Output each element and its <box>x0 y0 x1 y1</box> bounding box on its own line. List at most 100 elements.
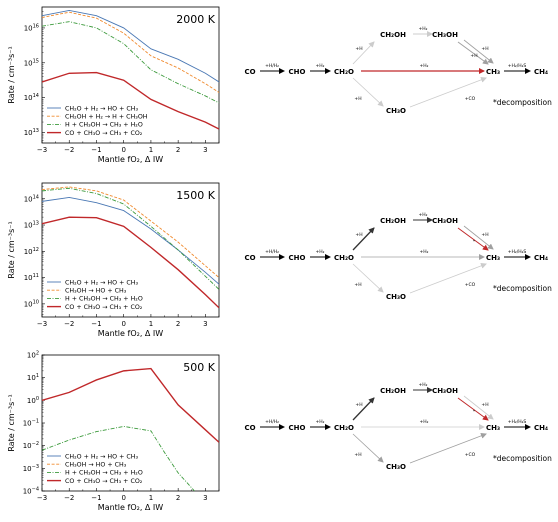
node-ch2o: CH₂O <box>334 254 354 262</box>
temperature-label: 2000 K <box>176 13 215 26</box>
x-tick-label: −3 <box>37 320 47 328</box>
x-tick-label: 1 <box>149 146 153 154</box>
node-ch2o: CH₂O <box>334 424 354 432</box>
arrow-ch3oh-ch3-a <box>457 41 489 65</box>
node-ch3o: CH₃O <box>386 293 406 301</box>
label-ch3o-ch3: +CO <box>465 282 476 288</box>
label-ch3oh-ch3-a: +H <box>481 402 488 408</box>
arrow-ch3o-ch3 <box>409 262 487 294</box>
x-tick-label: 0 <box>121 494 125 502</box>
label-co-cho: +H/H₂ <box>265 249 279 255</box>
node-cho: CHO <box>289 254 306 262</box>
chart-panel-2: −3 −2 −1 0 1 2 3 1010 1011 1012 1013 1014 Mantle fO₂… <box>7 182 220 338</box>
series-line-4 <box>42 216 219 309</box>
y-tick-label: 10−1 <box>23 419 39 428</box>
chart-panel-1: −3 −2 −1 0 1 2 3 1013 1014 1015 1016 Mantle fO₂, Δ … <box>7 6 220 164</box>
label-ch3oh-ch3-b: * <box>473 409 476 415</box>
node-ch3: CH₃ <box>486 254 500 262</box>
node-co: CO <box>244 68 255 76</box>
x-axis-label: Mantle fO₂, Δ IW <box>98 503 163 512</box>
label-ch2o-ch2oh: +H <box>355 46 362 52</box>
label-ch3oh-ch3-a: +H <box>481 232 488 238</box>
node-ch2oh: CH₂OH <box>380 217 406 225</box>
x-tick-label: −2 <box>64 494 74 502</box>
reaction-diagram-1: +H/H₂ +H₂ +H₂/H₂S +H +H₂ +H +H +H₂ +H +CO CO CHO CH₂… <box>244 26 552 115</box>
arrow-ch3oh-ch3-a <box>457 397 489 421</box>
y-tick-label: 1015 <box>24 58 39 67</box>
y-tick-label: 10−4 <box>23 487 39 496</box>
label-cho-ch2o: +H₂ <box>316 249 325 255</box>
label-ch3-ch4: +H₂/H₂S <box>508 419 527 425</box>
x-tick-label: 3 <box>203 146 207 154</box>
reaction-diagram-3: +H/H₂ +H₂ +H₂/H₂S +H +H₂ +H * +H₂ +H +CO CO CHO CH₂O… <box>244 382 552 471</box>
arrow-ch3o-ch3 <box>409 76 487 108</box>
label-ch3-ch4: +H₂/H₂S <box>508 63 527 69</box>
x-tick-label: −1 <box>91 494 101 502</box>
node-ch4: CH₄ <box>534 68 548 76</box>
series-group <box>42 367 219 491</box>
label-ch2o-ch2oh: +H <box>355 232 362 238</box>
arrow-ch2o-ch2oh <box>352 397 375 421</box>
node-ch3: CH₃ <box>486 424 500 432</box>
x-tick-label: 0 <box>121 146 125 154</box>
series-line-4 <box>42 71 219 130</box>
x-tick-label: 3 <box>203 494 207 502</box>
node-ch3oh: CH₃OH <box>432 387 458 395</box>
temperature-label: 500 K <box>183 361 215 374</box>
y-axis-label: Rate / cm⁻³s⁻¹ <box>7 221 16 278</box>
legend-entry-3: H + CH₃OH → CH₃ + H₂O <box>65 296 143 303</box>
y-tick-label: 10−2 <box>23 441 39 450</box>
y-tick-label: 1011 <box>24 273 39 282</box>
label-ch2o-ch3o: +H <box>354 452 361 458</box>
label-ch2oh-ch3oh: +H₂ <box>419 382 428 388</box>
y-tick-label: 102 <box>27 351 39 360</box>
y-tick-label: 1014 <box>24 194 39 203</box>
x-tick-label: 2 <box>176 146 180 154</box>
label-ch2oh-ch3oh: +H₂ <box>419 212 428 218</box>
legend-entry-2: CH₂OH + H₂ → H + CH₃OH <box>65 114 148 121</box>
x-tick-label: −2 <box>64 146 74 154</box>
arrow-ch3oh-ch3-b <box>463 39 494 64</box>
legend-entry-3: H + CH₃OH → CH₃ + H₂O <box>65 470 143 477</box>
x-axis-label: Mantle fO₂, Δ IW <box>98 329 163 338</box>
arrow-ch2o-ch2oh <box>352 227 375 251</box>
x-tick-label: 1 <box>149 320 153 328</box>
x-axis-label: Mantle fO₂, Δ IW <box>98 155 163 164</box>
label-ch2o-ch3o: +H <box>354 96 361 102</box>
label-ch3o-ch3: +CO <box>465 96 476 102</box>
label-ch3o-ch3: +CO <box>465 452 476 458</box>
y-tick-label: 1013 <box>24 221 39 230</box>
legend-entry-4: CO + CH₃O → CH₃ + CO₂ <box>65 130 143 137</box>
arrow-ch2o-ch3o <box>352 77 384 107</box>
legend-entry-4: CO + CH₃O → CH₃ + CO₂ <box>65 304 143 311</box>
x-tick-label: 2 <box>176 320 180 328</box>
x-tick-label: 3 <box>203 320 207 328</box>
label-ch3oh-ch3-b: +H <box>470 53 477 59</box>
node-ch2o: CH₂O <box>334 68 354 76</box>
x-tick-label: −2 <box>64 320 74 328</box>
legend-entry-1: CH₂O + H₂ → HO + CH₃ <box>65 105 139 112</box>
node-ch3: CH₃ <box>486 68 500 76</box>
y-tick-label: 1013 <box>24 128 39 137</box>
node-ch3o: CH₃O <box>386 463 406 471</box>
label-ch2oh-ch3oh: +H₂ <box>419 26 428 32</box>
y-tick-label: 100 <box>27 396 39 405</box>
arrow-ch3oh-ch3-b <box>463 395 494 420</box>
node-co: CO <box>244 254 255 262</box>
y-tick-label: 1010 <box>24 299 39 308</box>
decomposition-note: *decomposition <box>493 98 552 107</box>
y-tick-label: 101 <box>27 373 39 382</box>
series-group <box>42 186 219 309</box>
label-co-cho: +H/H₂ <box>265 419 279 425</box>
label-cho-ch2o: +H₂ <box>316 63 325 69</box>
series-line-3 <box>42 187 219 290</box>
x-tick-label: −3 <box>37 494 47 502</box>
series-line-3 <box>42 425 195 491</box>
arrow-ch3oh-ch3-a <box>457 227 489 251</box>
y-tick-label: 10−3 <box>23 464 39 473</box>
y-tick-label: 1014 <box>24 93 39 102</box>
node-ch3oh: CH₃OH <box>432 31 458 39</box>
x-tick-label: 2 <box>176 494 180 502</box>
reaction-diagram-2: +H/H₂ +H₂ +H₂/H₂S +H +H₂ +H * +H₂ +H +CO CO CHO CH₂O… <box>244 212 552 301</box>
